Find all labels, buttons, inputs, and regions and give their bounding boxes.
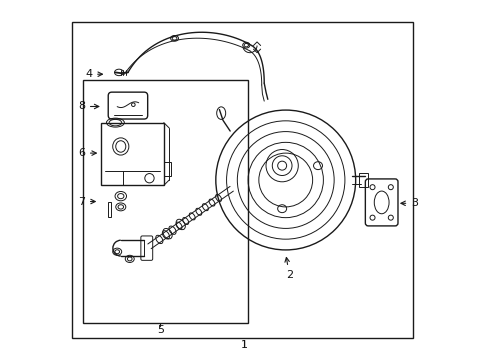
- Bar: [359, 173, 367, 187]
- Text: 5: 5: [157, 325, 163, 335]
- Bar: [101, 123, 163, 185]
- Text: 2: 2: [285, 257, 292, 280]
- Bar: [108, 202, 111, 217]
- Bar: [72, 22, 412, 338]
- Bar: [163, 162, 171, 176]
- Bar: [83, 80, 247, 323]
- Text: 8: 8: [78, 102, 99, 112]
- Text: 3: 3: [400, 198, 417, 208]
- Text: 7: 7: [78, 197, 95, 207]
- Text: 4: 4: [85, 69, 102, 79]
- Text: 6: 6: [78, 148, 96, 158]
- Text: 1: 1: [241, 340, 247, 350]
